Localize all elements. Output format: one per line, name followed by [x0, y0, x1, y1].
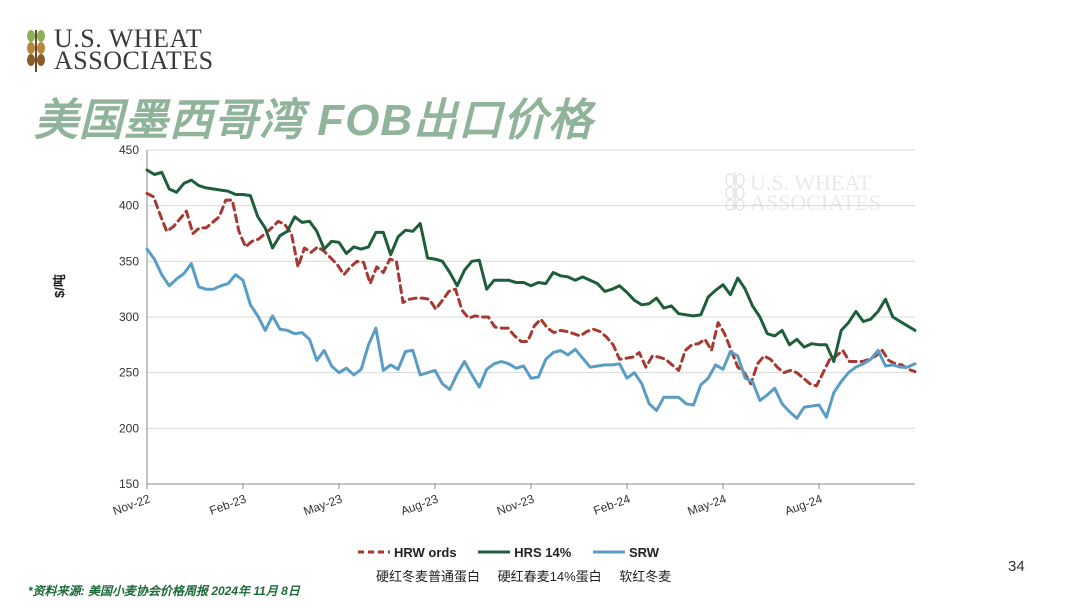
legend-cn-hrs: 硬红春麦14%蛋白	[497, 569, 602, 584]
logo: U.S. WHEAT ASSOCIATES	[24, 26, 214, 74]
y-tick-label: 400	[119, 199, 139, 213]
y-tick-label: 200	[119, 421, 139, 435]
series-line-hrs-14-	[145, 168, 917, 363]
source-note: *资料来源: 美国小麦协会价格周报 2024年 11月 8日	[28, 584, 300, 598]
axes	[146, 150, 915, 489]
logo-text: U.S. WHEAT ASSOCIATES	[54, 24, 214, 75]
x-tick-label: May-24	[686, 492, 729, 519]
legend-item-hrw: HRW ords	[358, 545, 457, 560]
legend-cn-hrw: 硬红冬麦普通蛋白	[376, 569, 481, 584]
y-tick-label: 350	[119, 254, 139, 268]
legend-label-hrs: HRS 14%	[514, 544, 572, 560]
y-tick-label: 450	[119, 143, 139, 157]
series-lines	[145, 168, 917, 420]
watermark-line1: U.S. WHEAT	[750, 170, 872, 195]
legend-label-hrw: HRW ords	[394, 544, 457, 560]
x-tick-label: Feb-23	[208, 492, 249, 518]
y-tick-label: 150	[119, 477, 139, 491]
page-number: 34	[1008, 558, 1025, 575]
logo-line2: ASSOCIATES	[54, 46, 214, 75]
x-tick-label: Nov-22	[111, 492, 152, 518]
logo-line1: U.S. WHEAT	[54, 24, 203, 53]
x-tick-label: Aug-24	[783, 492, 824, 519]
legend-swatch-hrw	[358, 550, 390, 554]
watermark-logo: U.S. WHEAT ASSOCIATES	[725, 170, 881, 215]
legend-swatch-hrs	[478, 550, 511, 554]
series-line-srw	[145, 247, 917, 420]
x-tick-label: Nov-23	[495, 492, 536, 518]
wheat-logo-icon	[27, 30, 45, 72]
legend-cn-srw: 软红冬麦	[619, 569, 672, 584]
series-line-hrw-ords	[145, 191, 917, 388]
y-tick-label: 250	[119, 366, 139, 380]
legend-item-srw: SRW	[592, 544, 660, 560]
legend-label-srw: SRW	[628, 544, 660, 560]
watermark-wheat-icon	[725, 172, 745, 211]
y-axis-label: $/吨	[52, 274, 67, 298]
chart-legend: HRW ords HRS 14% SRW	[358, 544, 677, 560]
y-tick-label: 300	[119, 310, 139, 324]
x-tick-label: Feb-24	[592, 492, 633, 518]
x-tick-label: May-23	[302, 492, 345, 519]
legend-item-hrs: HRS 14%	[478, 545, 571, 560]
legend-chinese-labels: 硬红冬麦普通蛋白 硬红春麦14%蛋白 软红冬麦	[376, 566, 685, 585]
x-tick-label: Aug-23	[399, 492, 440, 519]
legend-swatch-srw	[592, 550, 625, 554]
watermark-line2: ASSOCIATES	[750, 190, 881, 215]
page-title: 美国墨西哥湾 FOB出口价格	[34, 96, 594, 145]
